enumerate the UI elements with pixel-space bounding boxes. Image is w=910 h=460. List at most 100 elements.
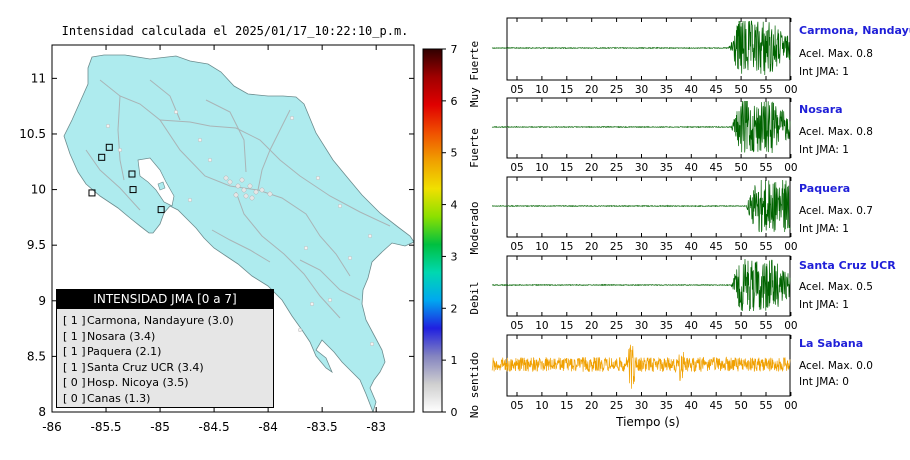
- time-tick-label: 15: [560, 241, 573, 253]
- time-tick-label: 10: [535, 162, 548, 174]
- time-tick-label: 55: [759, 162, 772, 174]
- road-line: [257, 109, 291, 191]
- station-marker: [129, 186, 137, 194]
- y-tick-label: 8.5: [27, 349, 46, 363]
- city-dot: [243, 193, 249, 199]
- station-intensity: Int JMA: 1: [799, 299, 849, 311]
- station-accel: Acel. Max. 0.7: [799, 205, 873, 217]
- waveform-panel-frame: [506, 176, 791, 238]
- time-tick-label: 00: [784, 84, 797, 96]
- island: [157, 181, 166, 191]
- station-accel: Acel. Max. 0.8: [799, 48, 873, 60]
- time-tick-label: 50: [734, 162, 747, 174]
- road-line: [117, 95, 125, 181]
- time-tick-label: 10: [535, 320, 548, 332]
- map-title: Intensidad calculada el 2025/01/17_10:22…: [61, 24, 409, 38]
- time-tick-label: 30: [635, 400, 648, 412]
- city-dot: [259, 187, 265, 193]
- colorbar-category-label: Muy Fuerte: [468, 41, 481, 107]
- city-dot: [267, 191, 273, 197]
- colorbar-tick-label: 5: [451, 147, 458, 160]
- time-tick-label: 55: [759, 241, 772, 253]
- station-accel: Acel. Max. 0.0: [799, 360, 873, 372]
- colorbar-tick-label: 7: [451, 43, 458, 56]
- time-tick-label: 50: [734, 400, 747, 412]
- time-tick-label: 45: [710, 162, 723, 174]
- y-tick-label: 9.5: [27, 238, 46, 252]
- time-tick-label: 50: [734, 84, 747, 96]
- colorbar-category-label: Moderado: [468, 202, 481, 255]
- time-tick-label: 00: [784, 241, 797, 253]
- legend-title: INTENSIDAD JMA [0 a 7]: [57, 290, 273, 309]
- town-dot: [304, 245, 309, 250]
- intensity-legend: INTENSIDAD JMA [0 a 7] [ 1 ]Carmona, Nan…: [56, 289, 274, 408]
- road-line: [211, 229, 271, 263]
- x-tick-label: -84.5: [199, 420, 230, 434]
- time-tick-label: 10: [535, 400, 548, 412]
- y-tick-label: 10.5: [19, 127, 46, 141]
- time-tick-label: 20: [585, 84, 598, 96]
- town-dot: [117, 147, 122, 152]
- time-tick-label: 20: [585, 241, 598, 253]
- colorbar-tick-label: 0: [451, 406, 458, 419]
- waveform-trace: [491, 100, 791, 154]
- time-tick-label: 15: [560, 162, 573, 174]
- y-tick-label: 10: [31, 183, 46, 197]
- time-tick-label: 45: [710, 400, 723, 412]
- time-tick-label: 25: [610, 162, 623, 174]
- time-tick-label: 05: [510, 320, 523, 332]
- station-name: La Sabana: [799, 337, 864, 350]
- road-line: [99, 79, 259, 191]
- road-line: [257, 189, 351, 277]
- legend-item: [ 0 ]Hosp. Nicoya (3.5): [63, 376, 189, 389]
- city-dot: [227, 179, 233, 185]
- station-accel: Acel. Max. 0.8: [799, 126, 873, 138]
- town-dot: [338, 203, 343, 208]
- legend-item: [ 1 ]Paquera (2.1): [63, 345, 162, 358]
- station-intensity: Int JMA: 1: [799, 66, 849, 78]
- time-tick-label: 25: [610, 241, 623, 253]
- x-axis-title: Tiempo (s): [615, 415, 680, 429]
- station-marker: [88, 189, 96, 197]
- time-tick-label: 05: [510, 84, 523, 96]
- legend-item: [ 0 ]Canas (1.3): [63, 391, 151, 405]
- map-frame: [51, 44, 415, 413]
- colorbar-category-label: No sentido: [468, 352, 481, 418]
- town-dot: [368, 233, 373, 238]
- time-tick-label: 05: [510, 400, 523, 412]
- time-tick-label: 15: [560, 320, 573, 332]
- waveform-trace: [491, 258, 791, 312]
- time-tick-label: 20: [585, 162, 598, 174]
- town-dot: [370, 342, 375, 347]
- time-tick-label: 40: [685, 320, 698, 332]
- time-tick-label: 40: [685, 84, 698, 96]
- station-marker: [98, 153, 106, 161]
- station-marker: [157, 206, 165, 214]
- time-tick-label: 40: [685, 241, 698, 253]
- town-dot: [328, 298, 333, 303]
- time-tick-label: 35: [660, 400, 673, 412]
- time-tick-label: 00: [784, 320, 797, 332]
- time-tick-label: 05: [510, 162, 523, 174]
- time-tick-label: 50: [734, 320, 747, 332]
- colorbar-tick-label: 6: [451, 95, 458, 108]
- x-tick-label: -86: [42, 420, 62, 434]
- colorbar-tick-label: 1: [451, 354, 458, 367]
- town-dot: [173, 109, 178, 114]
- legend-item: [ 1 ]Nosara (3.4): [63, 329, 156, 343]
- x-tick-label: -84: [258, 420, 278, 434]
- time-tick-label: 15: [560, 84, 573, 96]
- colorbar-category-label: Fuerte: [468, 128, 481, 168]
- time-tick-label: 45: [710, 320, 723, 332]
- time-tick-label: 25: [610, 320, 623, 332]
- town-dot: [348, 256, 353, 261]
- x-tick-label: -85.5: [90, 420, 121, 434]
- y-tick-label: 8: [38, 405, 46, 419]
- waveform-panel-frame: [506, 17, 791, 81]
- colorbar-tick-label: 3: [451, 250, 458, 263]
- station-marker: [128, 170, 136, 178]
- town-dot: [310, 302, 315, 307]
- legend-item: [ 1 ]Santa Cruz UCR (3.4): [63, 360, 204, 374]
- x-tick-label: -83: [366, 420, 386, 434]
